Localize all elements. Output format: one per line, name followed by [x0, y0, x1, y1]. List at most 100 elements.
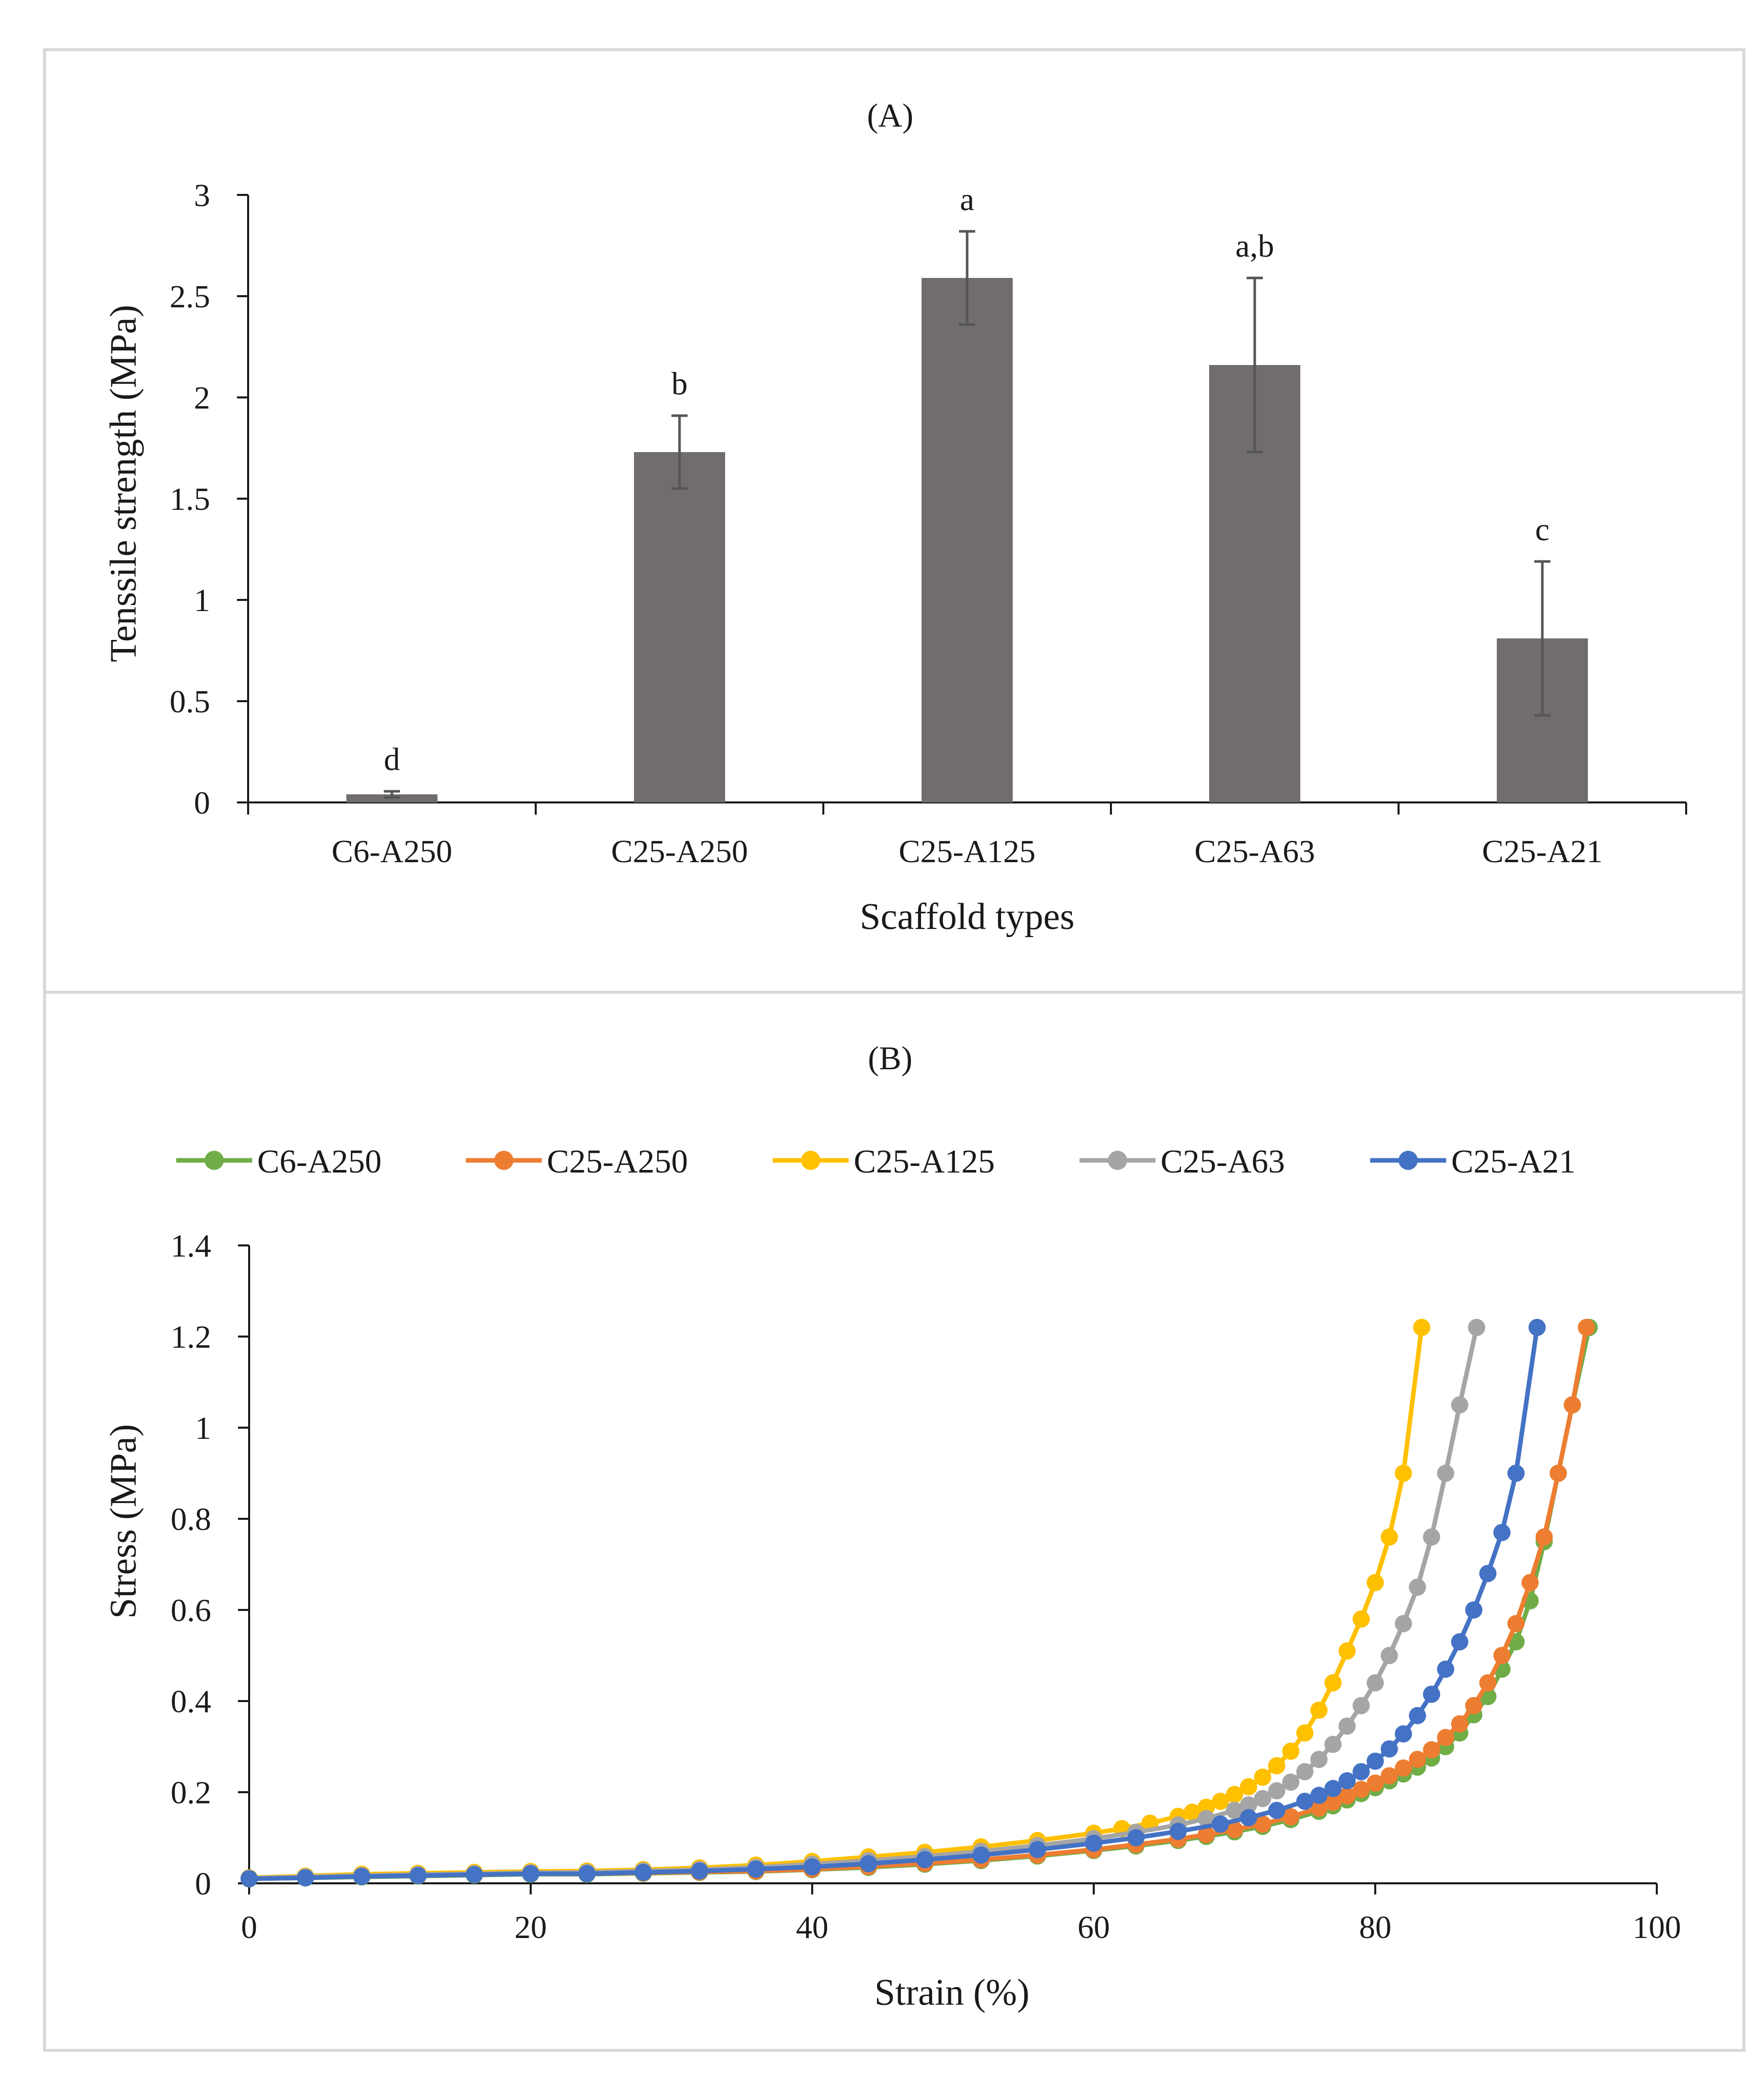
- panel-a-y-tick-label: 3: [194, 177, 210, 213]
- panel-b-y-tick-label: 1.2: [171, 1319, 211, 1355]
- data-point: [1310, 1751, 1328, 1768]
- data-point: [1367, 1674, 1384, 1691]
- legend-marker: [494, 1151, 513, 1170]
- legend-label: C25-A125: [854, 1143, 995, 1180]
- data-point: [1394, 1759, 1412, 1777]
- data-point: [1451, 1396, 1468, 1414]
- data-point: [297, 1869, 314, 1887]
- data-point: [1367, 1574, 1384, 1591]
- data-point: [1468, 1319, 1486, 1336]
- data-point: [1528, 1319, 1546, 1336]
- data-point: [1367, 1752, 1384, 1770]
- panel-a-x-tick-label: C25-A21: [1482, 833, 1603, 869]
- data-point: [1367, 1774, 1384, 1792]
- panel-b-y-tick-label: 0: [195, 1866, 211, 1902]
- data-point: [1423, 1528, 1441, 1546]
- data-point: [1183, 1803, 1201, 1821]
- data-point: [1423, 1741, 1441, 1759]
- data-point: [1380, 1647, 1398, 1664]
- panel-b-x-tick-label: 40: [796, 1909, 828, 1945]
- significance-letter: a,b: [1235, 228, 1274, 264]
- data-point: [1507, 1615, 1525, 1632]
- legend-marker: [1399, 1151, 1418, 1170]
- data-point: [860, 1855, 878, 1873]
- significance-letter: d: [384, 741, 400, 777]
- data-point: [1437, 1661, 1454, 1678]
- legend-label: C6-A250: [257, 1143, 382, 1180]
- data-point: [1240, 1796, 1257, 1814]
- data-point: [1226, 1802, 1243, 1819]
- data-point: [1413, 1319, 1430, 1336]
- data-point: [1493, 1524, 1511, 1541]
- data-point: [1564, 1396, 1581, 1414]
- data-point: [804, 1858, 821, 1876]
- data-point: [1451, 1633, 1468, 1650]
- data-point: [1282, 1808, 1300, 1826]
- panel-b-y-axis-label: Stress (MPa): [103, 1424, 144, 1619]
- data-point: [1479, 1565, 1497, 1582]
- legend-marker: [801, 1151, 820, 1170]
- data-point: [1338, 1717, 1356, 1735]
- data-point: [1535, 1528, 1553, 1546]
- data-point: [1493, 1647, 1511, 1664]
- data-point: [1451, 1715, 1468, 1732]
- data-point: [1296, 1763, 1313, 1781]
- data-point: [1352, 1763, 1370, 1781]
- panel-a-y-tick-label: 0.5: [170, 683, 210, 719]
- data-point: [1352, 1697, 1370, 1714]
- data-point: [1352, 1610, 1370, 1628]
- data-point: [1226, 1821, 1243, 1838]
- data-point: [916, 1851, 934, 1869]
- legend-item-C25-A21: C25-A21: [1370, 1143, 1576, 1180]
- data-point: [1296, 1724, 1313, 1742]
- panel-b-x-tick-label: 80: [1359, 1909, 1391, 1945]
- panel-a-x-tick-label: C25-A250: [611, 833, 748, 869]
- data-point: [691, 1862, 708, 1880]
- legend-marker: [205, 1151, 224, 1170]
- bar-C25-A125: [922, 278, 1013, 802]
- data-point: [1423, 1685, 1441, 1703]
- panel-a-axes: 0 0.5 1 1.5 2 2.5 3 C6-A250 C25-A250 C25-A125 C25-…: [170, 177, 1687, 869]
- panel-b-x-tick-label: 100: [1632, 1909, 1681, 1945]
- legend-marker: [1108, 1151, 1127, 1170]
- data-point: [1521, 1574, 1539, 1591]
- data-point: [1028, 1841, 1046, 1859]
- data-point: [1310, 1787, 1328, 1804]
- legend-label: C25-A63: [1161, 1143, 1285, 1180]
- data-point: [1380, 1740, 1398, 1758]
- data-point: [1437, 1729, 1454, 1746]
- panel-a-y-tick-label: 1.5: [170, 481, 210, 517]
- data-point: [1226, 1786, 1243, 1803]
- data-point: [1198, 1826, 1215, 1843]
- panel-a-y-tick-label: 1: [194, 582, 210, 618]
- panel-b-axes: 0 0.2 0.4 0.6 0.8 1 1.2 1.4 0 20 40 60 80 100: [171, 1228, 1681, 1945]
- legend-item-C6-A250: C6-A250: [176, 1143, 382, 1180]
- panel-b-series: [241, 1319, 1598, 1887]
- panel-a-x-tick-label: C6-A250: [332, 833, 452, 869]
- data-point: [1507, 1465, 1525, 1482]
- data-point: [1324, 1780, 1342, 1797]
- panel-b-x-axis-label: Strain (%): [874, 1972, 1029, 2013]
- data-point: [1169, 1823, 1187, 1840]
- data-point: [1338, 1787, 1356, 1805]
- panel-a-title: (A): [867, 97, 913, 134]
- data-point: [1198, 1810, 1215, 1828]
- data-point: [1296, 1793, 1313, 1810]
- panel-b-x-tick-label: 60: [1078, 1909, 1110, 1945]
- data-point: [972, 1846, 990, 1864]
- panel-b-y-tick-label: 0.6: [171, 1592, 211, 1628]
- data-point: [1409, 1751, 1426, 1768]
- legend-label: C25-A250: [547, 1143, 688, 1180]
- data-point: [1352, 1781, 1370, 1798]
- data-point: [1394, 1465, 1412, 1482]
- legend-item-C25-A250: C25-A250: [466, 1143, 688, 1180]
- panel-a-x-tick-label: C25-A63: [1194, 833, 1315, 869]
- significance-letter: c: [1535, 511, 1549, 547]
- panel-b-y-tick-label: 1.4: [171, 1228, 211, 1264]
- data-point: [353, 1868, 371, 1885]
- panel-a-y-axis-label: Tenssile strength (MPa): [103, 305, 144, 662]
- data-point: [1268, 1802, 1286, 1819]
- data-point: [1324, 1793, 1342, 1811]
- panel-b-frame: [43, 991, 1745, 2052]
